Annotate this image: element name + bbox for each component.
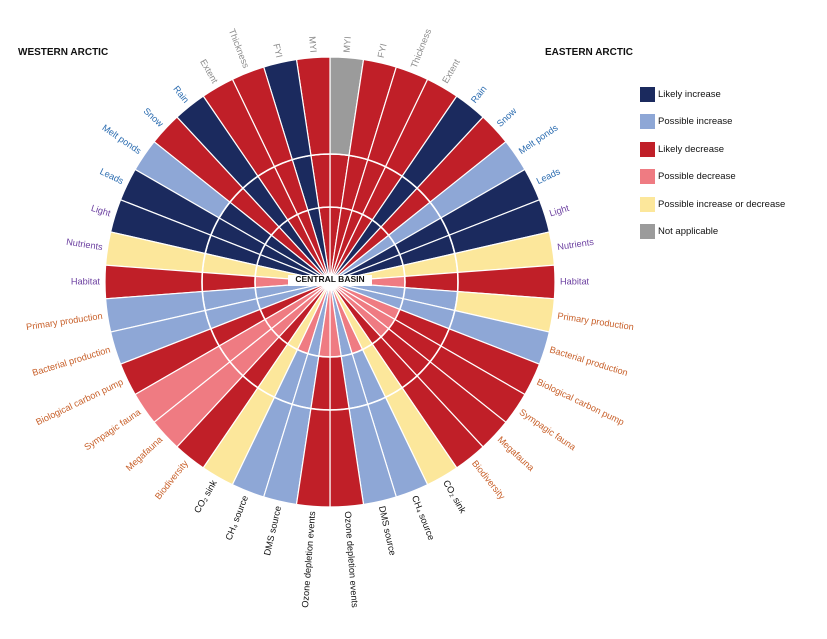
east-label-biological-carbon-pump: Biological carbon pump <box>535 377 625 427</box>
east-label-myi: MYI <box>342 36 353 53</box>
east-label-light: Light <box>548 203 570 219</box>
east-label-dms-source: DMS source <box>377 505 398 557</box>
legend-item-possible-increase-or-decrease: Possible increase or decrease <box>640 196 785 212</box>
west-label-nutrients: Nutrients <box>66 237 104 252</box>
legend-label: Likely increase <box>658 88 721 100</box>
legend-label: Possible increase or decrease <box>658 198 786 210</box>
legend-item-possible-decrease: Possible decrease <box>640 169 785 185</box>
east-label-bacterial-production: Bacterial production <box>548 344 629 377</box>
east-label-megafauna: Megafauna <box>496 434 537 473</box>
center-label-background <box>288 275 372 286</box>
eastern-arctic-title: EASTERN ARCTIC <box>545 47 633 58</box>
legend-swatch <box>640 114 655 129</box>
legend-swatch <box>640 86 655 102</box>
west-label-megafauna: Megafauna <box>124 434 165 473</box>
center-label: CENTRAL BASIN <box>295 274 364 284</box>
west-label-primary-production: Primary production <box>25 311 103 332</box>
west-label-extent: Extent <box>198 57 220 85</box>
east-label-thickness: Thickness <box>409 27 434 70</box>
west-label-fyi: FYI <box>271 43 284 59</box>
east-label-primary-production: Primary production <box>557 311 635 332</box>
east-label-rain: Rain <box>469 84 489 105</box>
legend-item-likely-decrease: Likely decrease <box>640 141 785 157</box>
west-label-biodiversity: Biodiversity <box>153 458 190 501</box>
west-label-co-sink: CO₂ sink <box>192 478 219 515</box>
east-label-snow: Snow <box>495 106 519 129</box>
west-label-biological-carbon-pump: Biological carbon pump <box>34 377 124 427</box>
legend-item-likely-increase: Likely increase <box>640 86 785 102</box>
legend-item-not-applicable: Not applicable <box>640 224 785 240</box>
legend-label: Likely decrease <box>658 143 725 155</box>
east-label-extent: Extent <box>440 57 462 85</box>
east-label-fyi: FYI <box>376 43 389 59</box>
west-label-rain: Rain <box>171 84 191 105</box>
west-label-leads: Leads <box>98 166 125 186</box>
west-label-habitat: Habitat <box>71 276 101 286</box>
east-label-ozone-depletion-events: Ozone depletion events <box>343 511 360 608</box>
legend-item-possible-increase: Possible increase <box>640 114 785 130</box>
west-label-ozone-depletion-events: Ozone depletion events <box>300 511 317 608</box>
legend-swatch <box>640 169 655 184</box>
west-label-bacterial-production: Bacterial production <box>31 344 112 377</box>
east-label-biodiversity: Biodiversity <box>470 458 507 501</box>
west-label-thickness: Thickness <box>227 27 252 70</box>
western-arctic-title: WESTERN ARCTIC <box>18 47 109 58</box>
west-label-light: Light <box>90 203 112 219</box>
west-label-myi: MYI <box>307 36 318 53</box>
legend-label: Not applicable <box>658 226 719 237</box>
inner-ring-divider <box>254 206 406 358</box>
legend: Likely increase Possible increase Likely d… <box>640 86 785 251</box>
legend-label: Possible increase <box>658 116 733 127</box>
west-label-sympagic-fauna: Sympagic fauna <box>82 406 143 452</box>
east-label-co-sink: CO₂ sink <box>441 478 468 515</box>
east-label-melt-ponds: Melt ponds <box>517 122 560 156</box>
legend-swatch <box>640 224 655 239</box>
west-label-snow: Snow <box>142 106 166 129</box>
legend-label: Possible decrease <box>658 171 736 182</box>
east-label-nutrients: Nutrients <box>557 237 595 252</box>
east-label-habitat: Habitat <box>560 276 590 286</box>
west-label-ch-source: CH₄ source <box>224 494 251 542</box>
east-label-sympagic-fauna: Sympagic fauna <box>518 407 579 453</box>
east-label-ch-source: CH₄ source <box>410 494 437 542</box>
legend-swatch <box>640 141 655 157</box>
east-label-leads: Leads <box>535 166 562 186</box>
west-label-melt-ponds: Melt ponds <box>100 123 143 157</box>
legend-swatch <box>640 196 655 212</box>
west-label-dms-source: DMS source <box>262 505 283 557</box>
middle-ring-divider <box>201 153 459 411</box>
ring-dividers <box>201 153 459 411</box>
